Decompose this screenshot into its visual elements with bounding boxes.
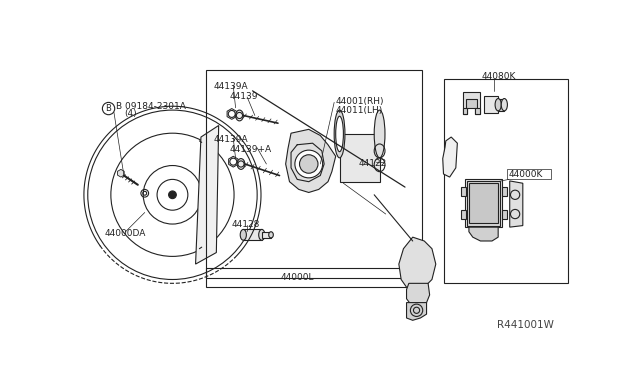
Bar — [340, 134, 380, 182]
Polygon shape — [463, 92, 480, 114]
Text: B: B — [106, 104, 111, 113]
Bar — [466, 99, 477, 108]
Polygon shape — [406, 283, 429, 307]
Ellipse shape — [236, 110, 243, 121]
Bar — [475, 108, 480, 114]
Circle shape — [295, 150, 323, 178]
Bar — [502, 210, 507, 219]
Ellipse shape — [374, 110, 385, 158]
Bar — [262, 232, 271, 238]
Bar — [498, 99, 504, 111]
Circle shape — [230, 158, 237, 165]
Circle shape — [228, 110, 236, 118]
Text: 44139+A: 44139+A — [230, 145, 271, 154]
Text: (4): (4) — [124, 109, 136, 118]
Bar — [502, 187, 507, 196]
Polygon shape — [469, 227, 498, 241]
Circle shape — [300, 155, 318, 173]
Text: 44139A: 44139A — [214, 81, 249, 91]
Polygon shape — [228, 156, 238, 167]
Text: 44122: 44122 — [359, 158, 387, 168]
Text: 44128: 44128 — [232, 220, 260, 229]
Ellipse shape — [269, 232, 273, 238]
Text: 44139A: 44139A — [214, 135, 249, 144]
Ellipse shape — [240, 230, 246, 240]
Text: 44000DA: 44000DA — [105, 230, 146, 238]
Bar — [461, 210, 466, 219]
Bar — [465, 179, 502, 227]
Ellipse shape — [501, 99, 508, 111]
Polygon shape — [118, 169, 124, 177]
Polygon shape — [196, 125, 219, 264]
Bar — [508, 169, 550, 179]
Polygon shape — [227, 109, 236, 119]
Bar — [206, 268, 422, 287]
Text: 44000K: 44000K — [509, 170, 543, 179]
Text: 44011(LH): 44011(LH) — [336, 106, 383, 115]
Circle shape — [168, 191, 176, 199]
Polygon shape — [406, 302, 427, 320]
Bar — [484, 96, 498, 113]
Polygon shape — [399, 237, 436, 291]
Ellipse shape — [495, 99, 501, 111]
Bar — [461, 187, 466, 196]
Text: 44001(RH): 44001(RH) — [336, 97, 384, 106]
Bar — [206, 70, 422, 278]
Text: R441001W: R441001W — [497, 320, 554, 330]
Polygon shape — [285, 129, 336, 192]
Ellipse shape — [259, 230, 265, 240]
Text: 44080K: 44080K — [482, 71, 516, 81]
Bar — [243, 230, 262, 240]
Bar — [444, 79, 568, 283]
Text: 44139: 44139 — [230, 92, 258, 102]
Text: B 09184-2301A: B 09184-2301A — [116, 102, 186, 110]
Bar — [463, 108, 467, 114]
Ellipse shape — [334, 110, 345, 158]
Polygon shape — [443, 137, 458, 177]
Text: 44000L: 44000L — [280, 273, 314, 282]
Polygon shape — [509, 181, 523, 227]
Bar — [467, 181, 500, 225]
Ellipse shape — [336, 116, 344, 152]
Bar — [469, 183, 498, 223]
Ellipse shape — [237, 158, 245, 169]
